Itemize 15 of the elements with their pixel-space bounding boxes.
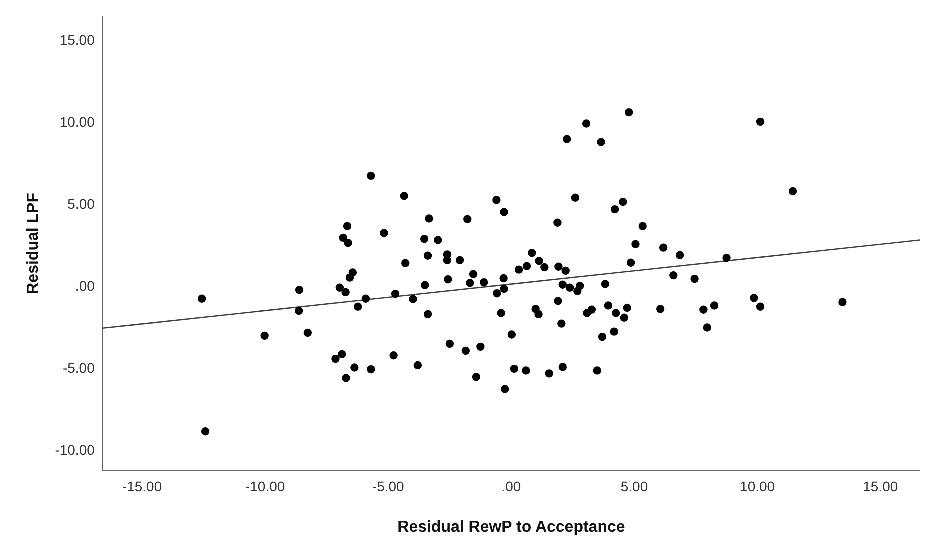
y-tick-label: -10.00 bbox=[55, 442, 96, 458]
x-tick-label: -10.00 bbox=[245, 478, 286, 494]
y-tick-label: 15.00 bbox=[60, 32, 96, 48]
y-axis-title: Residual LPF bbox=[25, 192, 42, 294]
y-tick-label: -5.00 bbox=[62, 360, 96, 376]
y-tick-label: 10.00 bbox=[60, 114, 96, 130]
x-tick-label: -15.00 bbox=[122, 478, 162, 494]
x-tick-label: 15.00 bbox=[863, 478, 898, 494]
y-tick-label: 5.00 bbox=[68, 196, 96, 212]
x-tick-label: 10.00 bbox=[740, 478, 776, 494]
y-tick-label: .00 bbox=[75, 278, 96, 294]
x-axis-title: Residual RewP to Acceptance bbox=[398, 518, 626, 536]
x-tick-label: 5.00 bbox=[620, 478, 648, 494]
x-tick-label: .00 bbox=[502, 478, 522, 494]
x-tick-label: -5.00 bbox=[372, 478, 405, 494]
